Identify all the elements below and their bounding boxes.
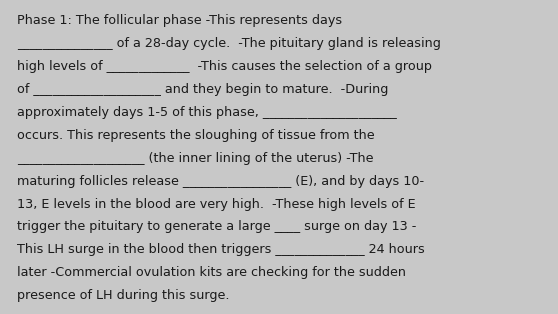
Text: maturing follicles release _________________ (E), and by days 10-: maturing follicles release _____________… <box>17 175 424 187</box>
Text: ____________________ (the inner lining of the uterus) -The: ____________________ (the inner lining o… <box>17 152 373 165</box>
Text: later -Commercial ovulation kits are checking for the sudden: later -Commercial ovulation kits are che… <box>17 266 406 279</box>
Text: approximately days 1-5 of this phase, _____________________: approximately days 1-5 of this phase, __… <box>17 106 397 119</box>
Text: occurs. This represents the sloughing of tissue from the: occurs. This represents the sloughing of… <box>17 129 374 142</box>
Text: 13, E levels in the blood are very high.  -These high levels of E: 13, E levels in the blood are very high.… <box>17 198 415 210</box>
Text: This LH surge in the blood then triggers ______________ 24 hours: This LH surge in the blood then triggers… <box>17 243 425 256</box>
Text: _______________ of a 28-day cycle.  -The pituitary gland is releasing: _______________ of a 28-day cycle. -The … <box>17 37 441 50</box>
Text: presence of LH during this surge.: presence of LH during this surge. <box>17 289 229 302</box>
Text: Phase 1: The follicular phase -This represents days: Phase 1: The follicular phase -This repr… <box>17 14 342 27</box>
Text: trigger the pituitary to generate a large ____ surge on day 13 -: trigger the pituitary to generate a larg… <box>17 220 416 233</box>
Text: high levels of _____________  -This causes the selection of a group: high levels of _____________ -This cause… <box>17 60 432 73</box>
Text: of ____________________ and they begin to mature.  -During: of ____________________ and they begin t… <box>17 83 388 96</box>
